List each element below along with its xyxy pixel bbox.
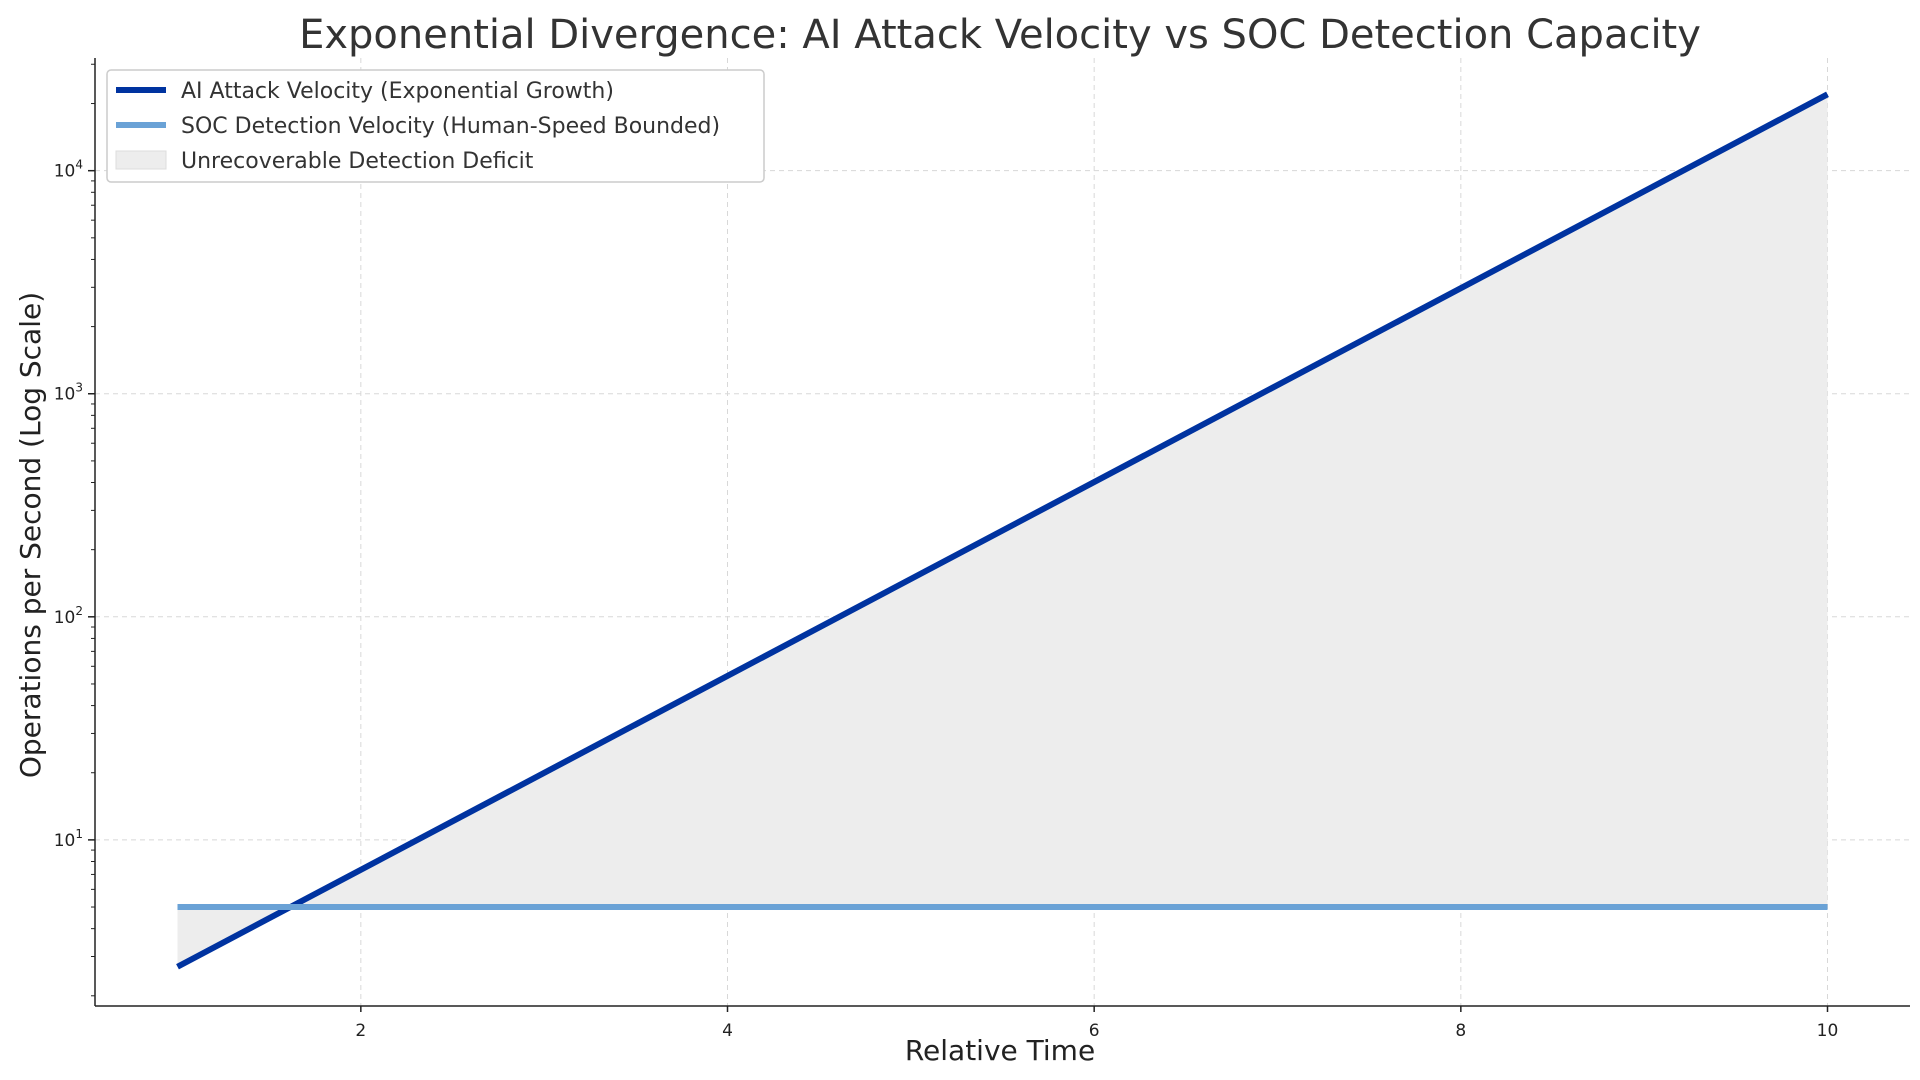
x-axis-label: Relative Time xyxy=(905,1034,1095,1067)
x-tick-label: 6 xyxy=(1089,1021,1100,1041)
legend: AI Attack Velocity (Exponential Growth) … xyxy=(106,69,765,183)
x-tick-label: 10 xyxy=(1817,1021,1839,1041)
legend-label-soc-detection: SOC Detection Velocity (Human-Speed Boun… xyxy=(181,114,720,139)
y-tick-label: 103 xyxy=(54,381,83,405)
x-tick-label: 4 xyxy=(722,1021,733,1041)
ticks: 2 4 6 8 10 101 102 103 104 xyxy=(54,63,1839,1041)
legend-label-deficit: Unrecoverable Detection Deficit xyxy=(181,149,534,174)
series-layer xyxy=(176,91,1829,970)
y-tick-label: 104 xyxy=(54,158,83,182)
chart-title: Exponential Divergence: AI Attack Veloci… xyxy=(299,12,1701,58)
legend-swatch-deficit xyxy=(115,150,167,170)
x-tick-label: 2 xyxy=(355,1021,366,1041)
y-tick-label: 102 xyxy=(54,604,83,628)
y-tick-label: 101 xyxy=(54,827,83,851)
legend-frame xyxy=(106,69,765,183)
y-axis-label: Operations per Second (Log Scale) xyxy=(14,292,47,778)
legend-label-ai-attack: AI Attack Velocity (Exponential Growth) xyxy=(181,79,614,104)
axes xyxy=(94,58,1910,1007)
x-tick-label: 8 xyxy=(1455,1021,1466,1041)
series-line-ai-attack xyxy=(176,91,1829,970)
